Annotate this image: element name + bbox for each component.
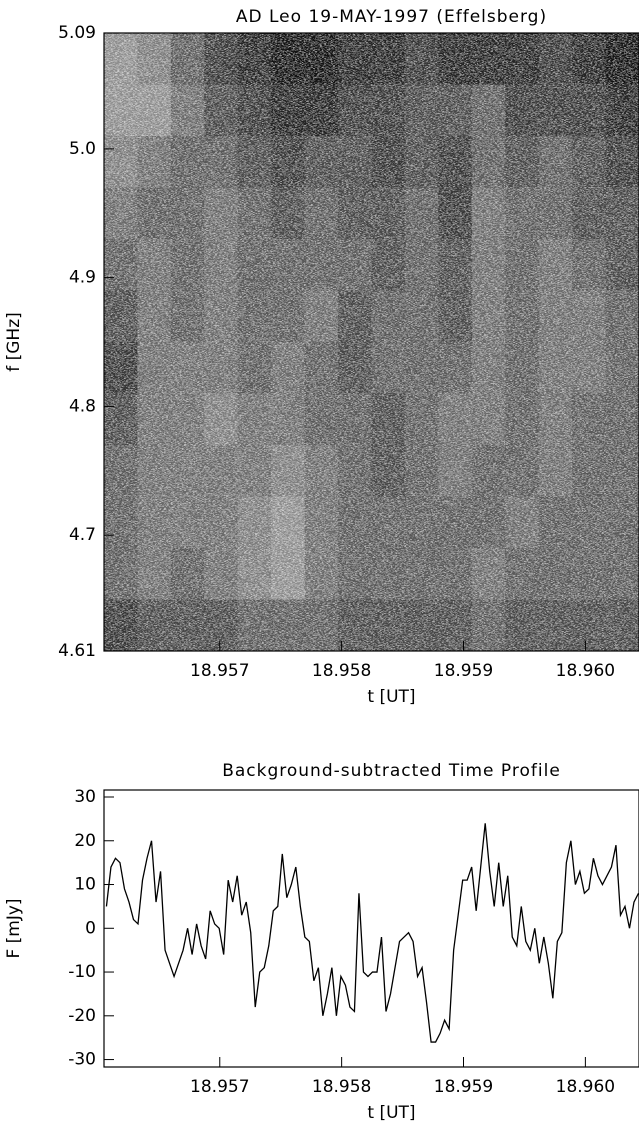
y-tick-label: 20	[74, 831, 96, 851]
lines	[105, 823, 639, 1043]
plot-frame	[103, 32, 639, 652]
heatmap	[104, 33, 639, 651]
x-tick-label: 18.958	[312, 1077, 371, 1097]
y-tick-label: -30	[68, 1050, 96, 1070]
x-axis-label: t [UT]	[367, 687, 415, 707]
y-tick-label: 0	[85, 918, 96, 938]
x-tick-label: 18.959	[434, 661, 493, 681]
y-tick-label: 30	[74, 787, 96, 807]
y-tick-label: 4.9	[69, 268, 96, 288]
x-tick-label: 18.957	[190, 661, 249, 681]
y-tick-label: 4.61	[58, 641, 96, 661]
x-axis-label: t [UT]	[367, 1103, 415, 1123]
data-line	[105, 823, 639, 1043]
y-tick-label: 4.7	[69, 525, 96, 545]
y-axis-label: f [GHz]	[4, 312, 24, 372]
x-tick-label: 18.960	[556, 1077, 615, 1097]
x-tick-label: 18.957	[190, 1077, 249, 1097]
y-tick-label: 5.09	[58, 23, 96, 43]
x-tick-label: 18.960	[556, 661, 615, 681]
x-tick-label: 18.958	[312, 661, 371, 681]
noise-texture	[104, 33, 639, 651]
plot-frame	[103, 789, 639, 1068]
y-axis-label: F [mJy]	[4, 898, 24, 958]
chart-title: AD Leo 19-MAY-1997 (Effelsberg)	[236, 7, 547, 27]
y-tick-label: 5.0	[69, 139, 96, 159]
y-tick-label: -20	[68, 1006, 96, 1026]
y-tick-label: 4.8	[69, 396, 96, 416]
chart-title: Background-subtracted Time Profile	[222, 761, 561, 781]
y-tick-label: 10	[74, 875, 96, 895]
x-tick-label: 18.959	[434, 1077, 493, 1097]
y-tick-label: -10	[68, 962, 96, 982]
